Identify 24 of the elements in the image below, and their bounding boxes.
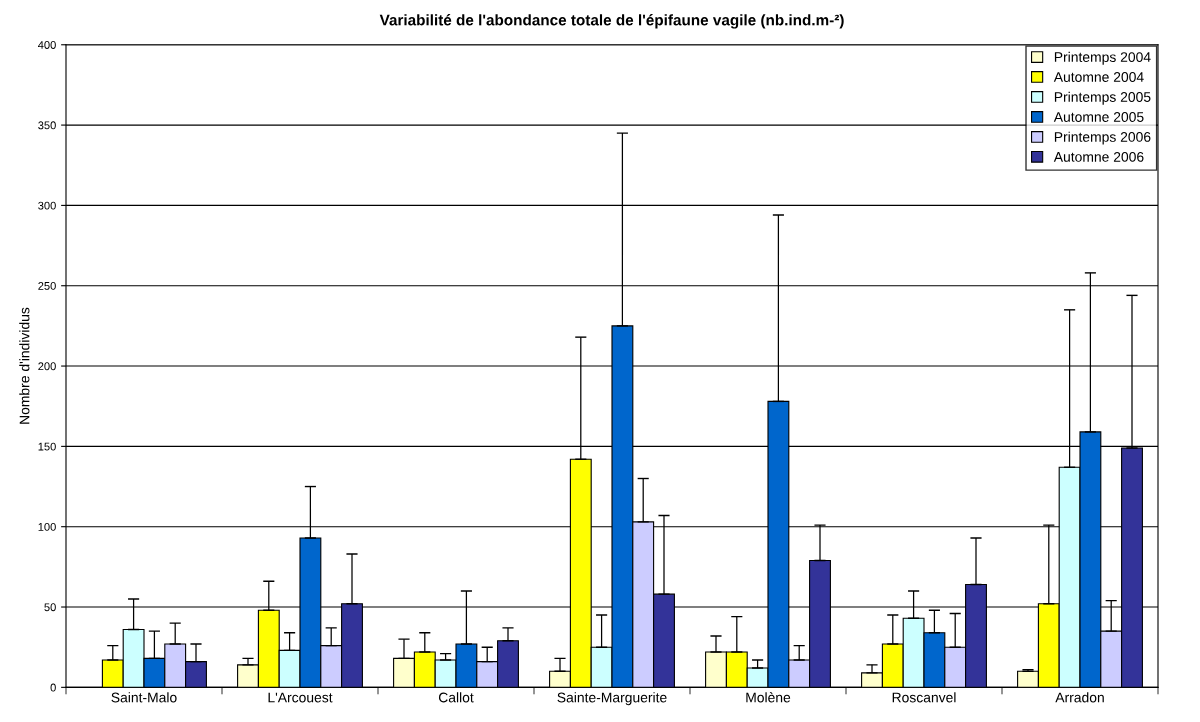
y-tick-label: 0 (50, 683, 56, 692)
y-tick-label: 50 (44, 603, 56, 612)
chart-title: Variabilité de l'abondance totale de l'épifaune vagile (nb.ind.m-²) (379, 14, 844, 29)
legend-label: Automne 2005 (1053, 112, 1144, 122)
legend-label: Printemps 2004 (1054, 51, 1151, 65)
y-tick-label: 250 (38, 282, 56, 290)
x-tick-label: Callot (438, 692, 474, 703)
y-tick-label: 300 (38, 201, 56, 210)
y-tick-label: 400 (38, 41, 56, 49)
y-tick-label: 150 (38, 442, 56, 451)
x-tick-label: Molène (746, 692, 791, 703)
legend-label: Printemps 2005 (1054, 91, 1151, 105)
x-tick-label: Arradon (1055, 692, 1104, 703)
y-axis-title: Nombre d'individus (19, 307, 30, 424)
legend-label: Automne 2004 (1053, 72, 1144, 82)
x-tick-label: L'Arcouest (268, 692, 333, 703)
legend-label: Printemps 2006 (1054, 131, 1151, 145)
y-tick-label: 350 (38, 121, 56, 130)
x-tick-label: Sainte-Marguerite (557, 692, 667, 706)
x-tick-label: Saint-Malo (111, 692, 177, 703)
y-tick-label: 200 (38, 362, 56, 371)
x-tick-label: Roscanvel (892, 692, 956, 703)
legend-label: Automne 2006 (1053, 151, 1144, 162)
y-tick-label: 100 (38, 522, 56, 531)
